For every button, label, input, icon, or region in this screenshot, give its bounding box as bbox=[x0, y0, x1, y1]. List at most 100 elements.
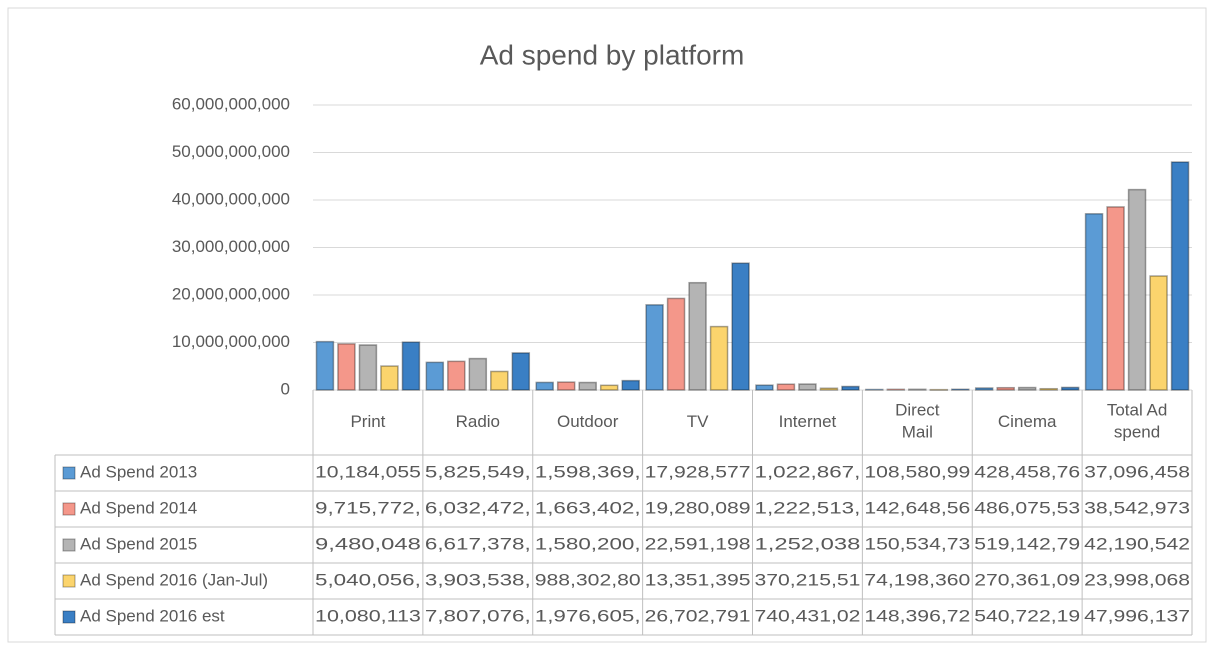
bar bbox=[358, 344, 378, 391]
bar bbox=[380, 365, 399, 391]
category-label: Cinema bbox=[998, 412, 1057, 431]
legend-swatch bbox=[62, 538, 76, 552]
bar bbox=[666, 297, 686, 391]
bar bbox=[776, 383, 796, 391]
table-value: 428,458,76 bbox=[974, 462, 1080, 481]
bar bbox=[865, 388, 884, 391]
bar bbox=[974, 387, 994, 391]
category-label: Total Ad spend bbox=[1107, 401, 1168, 442]
table-value: 26,702,791 bbox=[645, 606, 751, 625]
bar bbox=[490, 370, 509, 391]
table-value: 9,480,048 bbox=[315, 534, 421, 553]
bar bbox=[908, 388, 927, 391]
table-value: 3,903,538, bbox=[425, 570, 531, 589]
table-value: 10,080,113 bbox=[315, 606, 421, 625]
y-tick-label: 40,000,000,000 bbox=[172, 189, 290, 208]
table-value: 9,715,772, bbox=[315, 498, 421, 517]
table-value: 1,663,402, bbox=[535, 498, 641, 517]
table-value: 108,580,99 bbox=[864, 462, 970, 481]
bar bbox=[1039, 387, 1058, 391]
legend-label: Ad Spend 2013 bbox=[80, 462, 197, 481]
table-value: 519,142,79 bbox=[974, 534, 1080, 553]
table-value: 1,598,369, bbox=[535, 462, 641, 481]
bar bbox=[951, 388, 970, 391]
y-tick-label: 50,000,000,000 bbox=[172, 142, 290, 161]
bar bbox=[599, 384, 619, 391]
legend-swatch bbox=[62, 574, 76, 588]
table-value: 270,361,09 bbox=[974, 570, 1080, 589]
legend-swatch bbox=[62, 466, 76, 480]
bar bbox=[621, 379, 640, 391]
table-value: 47,996,137 bbox=[1084, 606, 1190, 625]
y-tick-label: 20,000,000,000 bbox=[172, 284, 290, 303]
bar bbox=[578, 381, 597, 391]
legend-label: Ad Spend 2014 bbox=[80, 498, 197, 517]
category-label: Direct Mail bbox=[895, 401, 940, 442]
table-value: 142,648,56 bbox=[864, 498, 970, 517]
bar bbox=[1017, 386, 1037, 391]
y-tick-label: 0 bbox=[281, 379, 290, 398]
table-value: 5,825,549, bbox=[425, 462, 531, 481]
bar bbox=[886, 388, 906, 391]
table-value: 370,215,51 bbox=[755, 570, 861, 589]
bar bbox=[731, 262, 750, 391]
bar bbox=[556, 381, 576, 391]
bar bbox=[1106, 206, 1125, 391]
bar bbox=[401, 341, 421, 391]
bar bbox=[929, 388, 949, 391]
table-value: 13,351,395 bbox=[645, 570, 751, 589]
table-value: 19,280,089 bbox=[645, 498, 751, 517]
table-value: 148,396,72 bbox=[864, 606, 970, 625]
table-value: 740,431,02 bbox=[755, 606, 861, 625]
table-value: 1,580,200, bbox=[535, 534, 641, 553]
category-label: Radio bbox=[456, 412, 500, 431]
table-value: 540,722,19 bbox=[974, 606, 1080, 625]
bar bbox=[645, 304, 664, 391]
table-value: 6,617,378, bbox=[425, 534, 531, 553]
chart-title: Ad spend by platform bbox=[480, 39, 745, 70]
bar bbox=[1170, 161, 1190, 391]
bar bbox=[1060, 386, 1080, 391]
table-value: 17,928,577 bbox=[645, 462, 751, 481]
bar bbox=[841, 385, 860, 391]
bar bbox=[535, 381, 554, 391]
table-value: 7,807,076, bbox=[425, 606, 531, 625]
table-value: 6,032,472, bbox=[425, 498, 531, 517]
bar bbox=[315, 340, 335, 391]
table-value: 150,534,73 bbox=[864, 534, 970, 553]
bar bbox=[447, 360, 466, 391]
table-value: 988,302,80 bbox=[535, 570, 641, 589]
table-value: 10,184,055 bbox=[315, 462, 421, 481]
table-value: 22,591,198 bbox=[645, 534, 751, 553]
bar bbox=[468, 357, 488, 391]
y-tick-label: 10,000,000,000 bbox=[172, 332, 290, 351]
table-value: 37,096,458 bbox=[1084, 462, 1190, 481]
bar bbox=[1149, 275, 1168, 391]
table-value: 1,252,038 bbox=[755, 534, 861, 553]
table-value: 38,542,973 bbox=[1084, 498, 1190, 517]
bar bbox=[337, 343, 356, 391]
y-tick-label: 60,000,000,000 bbox=[172, 94, 290, 113]
legend-swatch bbox=[62, 502, 76, 516]
table-value: 74,198,360 bbox=[864, 570, 970, 589]
table-value: 5,040,056, bbox=[315, 570, 421, 589]
chart-border bbox=[7, 7, 1207, 643]
legend-label: Ad Spend 2015 bbox=[80, 534, 197, 553]
bar bbox=[798, 383, 817, 391]
legend-label: Ad Spend 2016 est bbox=[80, 606, 225, 625]
table-value: 486,075,53 bbox=[974, 498, 1080, 517]
bar bbox=[511, 352, 531, 391]
bar bbox=[1084, 213, 1104, 391]
category-label: TV bbox=[687, 412, 709, 431]
bar bbox=[1127, 188, 1147, 391]
bar bbox=[688, 281, 707, 391]
table-value: 1,222,513, bbox=[755, 498, 861, 517]
bar bbox=[425, 361, 445, 391]
table-value: 42,190,542 bbox=[1084, 534, 1190, 553]
table-value: 23,998,068 bbox=[1084, 570, 1190, 589]
bar bbox=[819, 387, 839, 391]
bar bbox=[996, 386, 1015, 391]
category-label: Print bbox=[350, 412, 385, 431]
category-label: Internet bbox=[779, 412, 837, 431]
